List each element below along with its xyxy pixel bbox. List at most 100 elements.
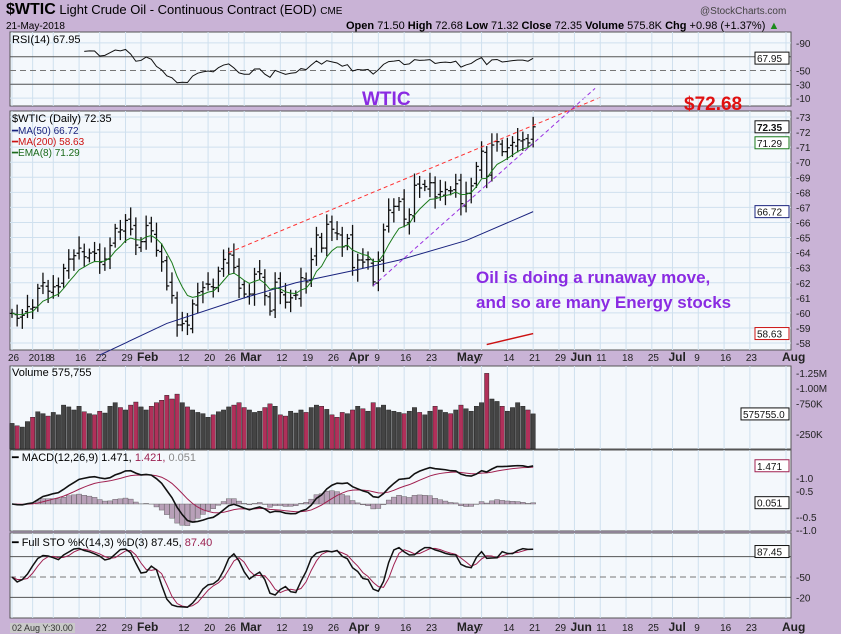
macd-histogram-bar bbox=[143, 503, 149, 505]
x-tick-label: 26 bbox=[328, 353, 340, 364]
x-tick-label: 23 bbox=[426, 353, 438, 364]
ohlc-bar bbox=[360, 248, 366, 269]
x-tick-label: 9 bbox=[694, 623, 700, 634]
ohlc-bar bbox=[153, 222, 159, 257]
ohlc-bar bbox=[252, 267, 258, 306]
macd-legend-text: MACD(12,26,9) 1.471, bbox=[21, 452, 132, 464]
sto-panel bbox=[9, 532, 792, 619]
ohlc-bar bbox=[334, 221, 340, 241]
low-label: Low bbox=[465, 20, 488, 32]
volume-bar bbox=[19, 426, 25, 450]
x-tick-label: 16 bbox=[720, 623, 732, 634]
macd-tick-label: --1.0 bbox=[796, 526, 817, 537]
volume-bar bbox=[453, 409, 459, 450]
x-tick-label: 19 bbox=[302, 623, 314, 634]
ema8-line bbox=[11, 142, 534, 316]
x-tick-label: 29 bbox=[555, 353, 567, 364]
volume-bar bbox=[97, 410, 103, 450]
volume-bar bbox=[35, 411, 41, 450]
x-tick-label: 2018 bbox=[29, 353, 52, 364]
macd-histogram-bar bbox=[525, 503, 531, 505]
volume-bar bbox=[308, 407, 314, 450]
macd-histogram-bar bbox=[127, 498, 134, 505]
x-tick-label: 21 bbox=[529, 623, 541, 634]
ohlc-bar bbox=[236, 258, 242, 299]
ema8-last-tag-box bbox=[754, 136, 790, 150]
x-tick-label: Mar bbox=[240, 350, 262, 364]
ohlc-bar bbox=[391, 198, 397, 223]
ohlc-bar bbox=[195, 282, 201, 314]
volume-bar bbox=[339, 412, 345, 450]
volume-bar bbox=[123, 409, 128, 450]
volume-bar bbox=[432, 406, 438, 450]
volume-bar bbox=[262, 407, 268, 450]
ohlc-bar bbox=[267, 292, 273, 316]
rsi-tick-label: -10 bbox=[796, 94, 811, 105]
sto-last-tag-box bbox=[754, 545, 790, 559]
rsi-last-tag-box bbox=[754, 51, 790, 65]
ma50-last-tag: 66.72 bbox=[757, 208, 782, 219]
rsi-tick-label: -50 bbox=[796, 67, 811, 78]
volume-bar bbox=[417, 412, 423, 450]
x-tick-label: 22 bbox=[96, 623, 108, 634]
macd-histogram-bar bbox=[396, 495, 402, 505]
ohlc-bar bbox=[71, 249, 77, 271]
macd-histogram-bar bbox=[210, 503, 216, 509]
annotation-note: Oil is doing a runaway move, and so are … bbox=[476, 265, 731, 315]
x-tick-label: Jun bbox=[570, 350, 591, 364]
macd-histogram-bar bbox=[102, 500, 108, 505]
ohlc-bar bbox=[396, 197, 402, 211]
volume-bar bbox=[267, 403, 273, 450]
volume-bar bbox=[92, 414, 97, 450]
macd-histogram-bar bbox=[427, 495, 433, 505]
volume-bar bbox=[143, 409, 149, 450]
macd-histogram-bar bbox=[272, 503, 278, 506]
x-tick-label: 16 bbox=[400, 623, 412, 634]
annotation-note-line2: and so are many Energy stocks bbox=[476, 293, 732, 312]
cursor-readout: 02 Aug Y:30.00 bbox=[10, 623, 75, 633]
ohlc-bar bbox=[81, 243, 87, 267]
macd-histogram-bar bbox=[189, 503, 196, 523]
macd-histogram-bar bbox=[339, 494, 345, 505]
volume-bar bbox=[148, 406, 154, 450]
ema8-last-tag: 71.29 bbox=[757, 139, 782, 150]
ohlc-bar bbox=[329, 215, 335, 242]
macd-histogram-bar bbox=[282, 503, 289, 507]
volume-tick-label: -1.00M bbox=[796, 384, 827, 395]
price-panel bbox=[9, 110, 792, 351]
x-tick-label: 25 bbox=[648, 623, 660, 634]
volume-bar bbox=[277, 414, 283, 450]
ohlc-bar bbox=[50, 275, 56, 299]
price-tick-label: -70 bbox=[796, 158, 811, 169]
ohlc-bar bbox=[453, 173, 459, 198]
macd-histogram-bar bbox=[484, 502, 490, 505]
price-tick-label: -63 bbox=[796, 264, 811, 275]
ohlc-bar bbox=[530, 116, 536, 148]
x-tick-label: 23 bbox=[426, 623, 438, 634]
ohlc-bar bbox=[61, 263, 67, 288]
macd-histogram-bar bbox=[504, 500, 511, 505]
volume-last-tag: 575755.0 bbox=[743, 410, 785, 421]
rsi-legend: RSI(14) 67.95 bbox=[12, 34, 81, 46]
ohlc-bar bbox=[112, 223, 118, 248]
rsi-line bbox=[84, 48, 534, 84]
x-tick-label: 23 bbox=[746, 353, 758, 364]
ohlc-bar bbox=[92, 241, 98, 262]
macd-histogram-bar bbox=[220, 501, 227, 505]
volume-bar bbox=[56, 414, 61, 450]
volume-bar bbox=[205, 417, 211, 450]
ohlc-bar bbox=[293, 290, 299, 300]
macd-histogram-bar bbox=[86, 495, 93, 505]
volume-bar bbox=[102, 412, 108, 450]
ohlc-bar bbox=[313, 226, 319, 266]
volume-bar bbox=[226, 406, 232, 450]
volume-bar bbox=[174, 393, 180, 450]
x-tick-label: May bbox=[457, 620, 481, 634]
price-tick-label: -62 bbox=[796, 279, 811, 290]
volume-bar bbox=[396, 412, 402, 450]
macd-histogram-bar bbox=[463, 503, 469, 507]
volume-bar bbox=[406, 410, 412, 450]
ohlc-bar bbox=[324, 214, 330, 257]
macd-histogram-bar bbox=[287, 503, 294, 507]
